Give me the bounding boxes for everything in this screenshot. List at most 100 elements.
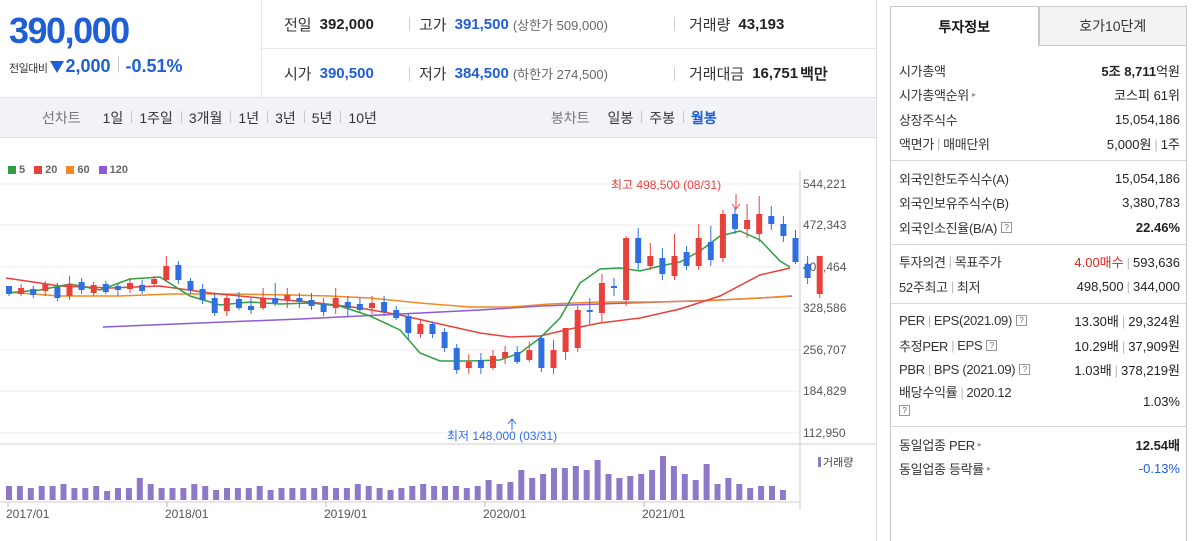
label[interactable]: 시가총액순위 ▸ [899, 85, 976, 104]
volume-bar [387, 490, 394, 500]
volume-bar [703, 464, 710, 500]
amount-cell: 거래대금 16,751 백만 [689, 63, 828, 84]
help-icon[interactable]: ? [899, 405, 910, 416]
volume-bars [6, 456, 786, 500]
label-text: 동일업종 PER [899, 437, 975, 453]
x-tick: 2020/01 [483, 507, 527, 521]
market-cap-trillion: 5조 [1101, 63, 1121, 79]
candle-body [453, 348, 460, 370]
volume-bar [769, 486, 775, 500]
period-1y[interactable]: 1년 [230, 108, 267, 128]
label-text: PER [899, 313, 925, 329]
value: 1.03배 | 378,219원 [1074, 360, 1180, 379]
label: PER | EPS(2021.09)? [899, 313, 1027, 328]
par-value: 5,000원 [1106, 137, 1152, 153]
help-icon[interactable]: ? [1019, 364, 1031, 376]
period-10y[interactable]: 10년 [340, 108, 384, 128]
candle-body [550, 350, 557, 368]
candle-body [308, 300, 315, 306]
row-per-eps: PER | EPS(2021.09)? 13.30배 | 29,324원 [899, 309, 1180, 334]
candles [6, 196, 823, 374]
change-value: 2,000 [65, 56, 111, 76]
candlestick-chart[interactable]: 544,221 472,343 400,464 328,586 256,707 … [0, 138, 876, 541]
candle-body [393, 310, 400, 318]
volume-bar [420, 484, 427, 500]
volume-bar [627, 476, 634, 500]
low-value: 384,500 [454, 65, 509, 82]
candle-body [671, 256, 678, 276]
volume-bar [529, 478, 536, 500]
candle-daily[interactable]: 일봉 [607, 109, 634, 126]
value: 13.30배 | 29,324원 [1074, 311, 1180, 330]
candle-body [66, 284, 73, 296]
legend-swatch [66, 166, 75, 174]
volume-bar [594, 460, 601, 500]
divider [674, 66, 675, 81]
volume-bar [638, 474, 645, 500]
help-icon[interactable]: ? [1001, 221, 1013, 233]
candle-body [54, 287, 61, 298]
period-1w[interactable]: 1주일 [131, 108, 181, 128]
section-foreign: 외국인한도주식수(A) 15,054,186 외국인보유주식수(B) 3,380… [891, 160, 1186, 244]
period-1d[interactable]: 1일 [102, 109, 124, 126]
candle-weekly[interactable]: 주봉 [641, 108, 683, 128]
high-label: 고가 [419, 16, 447, 34]
label: 외국인소진율(B/A)? [899, 218, 1013, 237]
change-label: 전일대비 [9, 62, 48, 75]
volume-bar [725, 478, 732, 500]
change-rate: -0.51% [125, 56, 183, 76]
candle-body [623, 238, 630, 300]
volume-bar [49, 486, 56, 500]
current-price: 390,000 [9, 10, 130, 51]
label: 52주최고 | 최저 [899, 277, 981, 296]
row-par-unit: 액면가 | 매매단위 5,000원 | 1주 [899, 132, 1180, 157]
candle-body [707, 242, 714, 260]
help-icon[interactable]: ? [1016, 315, 1027, 327]
legend-swatch [8, 166, 16, 174]
label: 액면가 | 매매단위 [899, 134, 990, 153]
value: 5,000원 | 1주 [1107, 134, 1180, 153]
row-industry-per: 동일업종 PER ▸ 12.54배 [899, 432, 1180, 457]
period-3y[interactable]: 3년 [267, 108, 304, 128]
candle-body [441, 332, 448, 348]
eps-value: 29,324원 [1128, 314, 1180, 330]
upper-limit: (상한가 509,000) [512, 17, 608, 33]
label[interactable]: 동일업종 등락률 ▸ [899, 459, 991, 478]
row-foreign-ratio: 외국인소진율(B/A)? 22.46% [899, 215, 1180, 240]
market-cap-billion: 8,711 [1124, 63, 1157, 79]
label: 배당수익률 | 2020.12 ? [899, 382, 1012, 416]
candle-body [356, 304, 363, 310]
volume-bar [354, 484, 361, 500]
volume-bar [6, 486, 12, 500]
candle-body [780, 224, 787, 236]
candle-monthly[interactable]: 월봉 [683, 108, 725, 128]
candle-body [248, 306, 254, 310]
quote-row-2: 시가 390,500 저가 384,500 (하한가 274,500) 거래대금… [262, 49, 876, 98]
volume-bar [747, 488, 754, 500]
volume-value: 43,193 [738, 15, 785, 33]
price-change-row: 전일대비 2,000 -0.51% [9, 56, 183, 77]
label: PBR | BPS (2021.09)? [899, 362, 1031, 377]
arrow-right-icon: ▸ [986, 464, 991, 474]
candle-body [114, 286, 121, 290]
row-shares: 상장주식수 15,054,186 [899, 107, 1180, 132]
help-icon[interactable]: ? [986, 339, 998, 351]
y-tick: 184,829 [803, 384, 847, 398]
candle-body [344, 302, 351, 308]
pipe: | [1121, 314, 1126, 330]
tab-invest-info[interactable]: 투자정보 [890, 6, 1039, 46]
ma60-line [5, 291, 791, 308]
grid [0, 183, 800, 434]
label[interactable]: 동일업종 PER ▸ [899, 435, 982, 454]
row-dividend: 배당수익률 | 2020.12 ? 1.03% [899, 382, 1180, 422]
volume-legend-swatch [818, 457, 821, 467]
period-5y[interactable]: 5년 [303, 108, 341, 128]
open-cell: 시가 390,500 [284, 63, 409, 84]
volume-bar [93, 486, 100, 500]
candle-body [635, 238, 642, 263]
tab-order-book[interactable]: 호가10단계 [1038, 6, 1187, 46]
volume-bar [442, 486, 448, 500]
period-3m[interactable]: 3개월 [180, 108, 231, 128]
label-text: 2020.12 [966, 385, 1012, 400]
volume-bar [670, 466, 677, 500]
